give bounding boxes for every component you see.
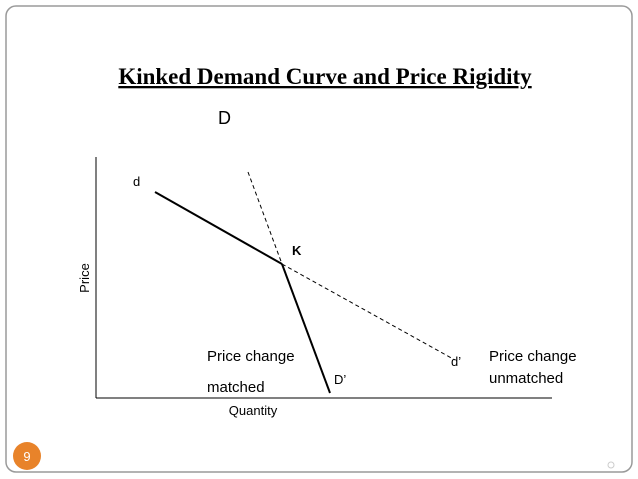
dashed-D xyxy=(247,171,283,265)
slide-frame xyxy=(5,5,633,473)
label-D-prime: D’ xyxy=(334,372,346,387)
label-D: D xyxy=(218,108,231,128)
dashed-d xyxy=(281,263,456,361)
x-axis-label: Quantity xyxy=(229,403,278,418)
label-d-prime: d’ xyxy=(451,354,461,369)
label-matched-2: matched xyxy=(207,379,265,396)
label-unmatched-1: Price change xyxy=(489,348,577,365)
slide-title: Kinked Demand Curve and Price Rigidity xyxy=(118,64,532,89)
page-badge xyxy=(13,442,41,470)
y-axis-label: Price xyxy=(77,263,92,293)
page-number: 9 xyxy=(23,449,30,464)
corner-dot xyxy=(607,461,615,469)
label-d: d xyxy=(133,174,140,189)
demand-curve-upper xyxy=(154,191,283,265)
label-matched-1: Price change xyxy=(207,348,295,365)
label-K: K xyxy=(292,243,302,258)
label-unmatched-2: unmatched xyxy=(489,370,563,387)
demand-curve-lower xyxy=(281,263,331,394)
